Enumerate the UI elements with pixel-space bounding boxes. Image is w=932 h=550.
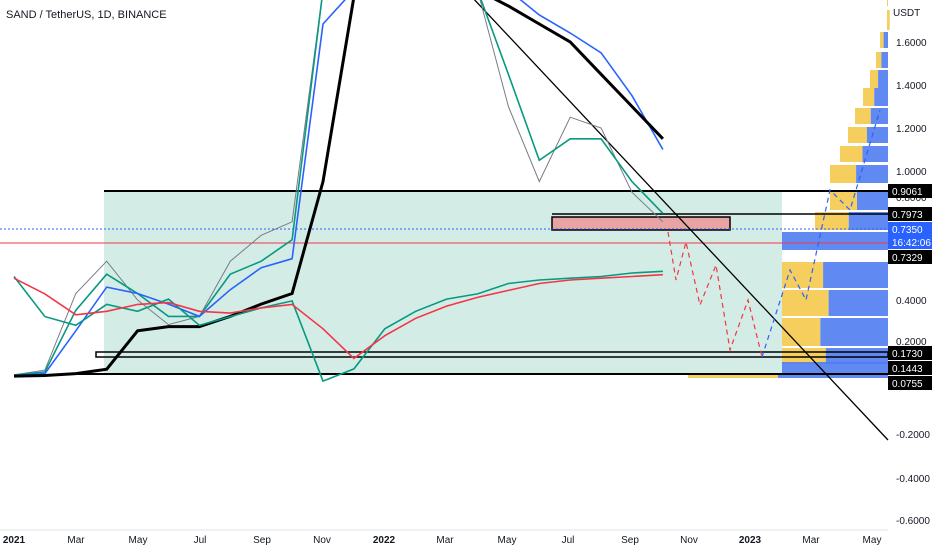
- resistance-box: [551, 216, 731, 231]
- time-tick-14: May: [863, 535, 882, 546]
- volume-profile-sell-4: [870, 70, 879, 88]
- price-label-0.7329: 0.7329: [892, 253, 923, 264]
- volume-profile-sell-0: [887, 0, 888, 6]
- time-tick-1: Mar: [67, 535, 85, 546]
- price-label-bg-0.7350: [888, 222, 932, 236]
- volume-profile-buy-3: [881, 52, 888, 68]
- price-label-0.9061: 0.9061: [892, 187, 923, 198]
- volume-profile-sell-3: [876, 52, 882, 68]
- volume-profile-buy-7: [866, 127, 888, 143]
- volume-profile-sell-10: [830, 190, 857, 210]
- volume-profile-buy-5: [874, 88, 888, 106]
- volume-profile-buy-8: [862, 146, 888, 162]
- downtrend-line: [473, 0, 889, 441]
- volume-profile-buy-15: [820, 318, 888, 346]
- time-tick-5: Nov: [313, 535, 331, 546]
- volume-profile-buy-9: [856, 165, 888, 183]
- osc-tick--0.2000: -0.2000: [896, 430, 930, 441]
- volume-profile-buy-2: [883, 32, 888, 48]
- volume-profile-buy-16: [825, 348, 888, 364]
- price-label-0.1443: 0.1443: [892, 364, 923, 375]
- series-ema_mid: [13, 0, 664, 377]
- series-ema_fast: [13, 0, 664, 376]
- price-tick-1.6000: 1.6000: [896, 38, 927, 49]
- axis-unit: USDT: [893, 8, 921, 19]
- volume-profile-buy-12: [779, 232, 888, 250]
- price-label-0.1730: 0.1730: [892, 349, 923, 360]
- osc-tick--0.6000: -0.6000: [896, 516, 930, 527]
- price-tick-1.2000: 1.2000: [896, 124, 927, 135]
- time-tick-0: 2021: [3, 535, 26, 546]
- price-label-0.0755: 0.0755: [892, 379, 923, 390]
- price-label-bg-0.7329: [888, 250, 932, 264]
- time-tick-12: 2023: [739, 535, 762, 546]
- price-label-bg-0.0755: [888, 376, 932, 390]
- volume-profile-sell-2: [880, 32, 884, 48]
- price-tick-0.2000: 0.2000: [896, 337, 927, 348]
- series-ema_slow: [13, 0, 664, 378]
- price-zones: [0, 0, 889, 441]
- time-tick-2: May: [129, 535, 148, 546]
- time-tick-7: Mar: [436, 535, 454, 546]
- volume-profile-sell-5: [863, 88, 875, 106]
- bullish-projection: [761, 109, 881, 358]
- price-label-bg-0.7973: [888, 207, 932, 221]
- time-tick-10: Sep: [621, 535, 639, 546]
- volume-profile-sell-9: [830, 165, 857, 183]
- oscillator-panel: [13, 270, 663, 383]
- price-tick-1.0000: 1.0000: [896, 167, 927, 178]
- price-label-bg-0.1730: [888, 346, 932, 360]
- volume-profile-sell-16: [775, 348, 826, 364]
- price-label-bg-0.1443: [888, 361, 932, 375]
- volume-profile-buy-11: [848, 212, 888, 230]
- volume-profile-sell-7: [848, 127, 867, 143]
- volume-profile-sell-11: [815, 212, 849, 230]
- projection-paths: [667, 109, 881, 358]
- price-label-bg-0.9061: [888, 184, 932, 198]
- time-tick-9: Jul: [562, 535, 575, 546]
- time-tick-8: May: [498, 535, 517, 546]
- volume-profile-buy-4: [878, 70, 888, 88]
- osc-tick--0.4000: -0.4000: [896, 474, 930, 485]
- price-axis: 1.6000 1.4000 1.2000 1.0000 0.8000 0.4000 0.20…: [888, 38, 932, 527]
- volume-profile-sell-8: [840, 146, 863, 162]
- volume-profile-buy-13: [823, 262, 888, 288]
- price-tick-0.4000: 0.4000: [896, 296, 927, 307]
- volume-profile-buy-17: [778, 362, 888, 378]
- price-label-0.7973: 0.7973: [892, 210, 923, 221]
- volume-profile-sell-14: [780, 290, 829, 316]
- chart-title: SAND / TetherUS, 1D, BINANCE: [6, 9, 167, 21]
- time-tick-3: Jul: [194, 535, 207, 546]
- volume-profile-buy-10: [857, 190, 888, 210]
- volume-profile-sell-1: [887, 10, 890, 30]
- volume-profile-buy-6: [870, 108, 888, 124]
- price-tick-1.4000: 1.4000: [896, 81, 927, 92]
- price-label-bg-16:42:06: [888, 235, 932, 249]
- volume-profile-buy-14: [828, 290, 888, 316]
- price-tick-0.8000: 0.8000: [896, 193, 927, 204]
- time-tick-13: Mar: [802, 535, 820, 546]
- oscillator-osc_slow: [13, 273, 663, 360]
- price-label-16:42:06: 16:42:06: [892, 238, 931, 249]
- price-series: [13, 0, 664, 378]
- time-axis: 2021 Mar May Jul Sep Nov 2022 Mar May Jul Sep Nov 20…: [0, 529, 888, 546]
- bearish-projection: [667, 231, 763, 358]
- time-tick-6: 2022: [373, 535, 396, 546]
- volume-profile-sell-6: [855, 108, 871, 124]
- time-tick-4: Sep: [253, 535, 271, 546]
- time-tick-11: Nov: [680, 535, 698, 546]
- price-label-0.7350: 0.7350: [892, 225, 923, 236]
